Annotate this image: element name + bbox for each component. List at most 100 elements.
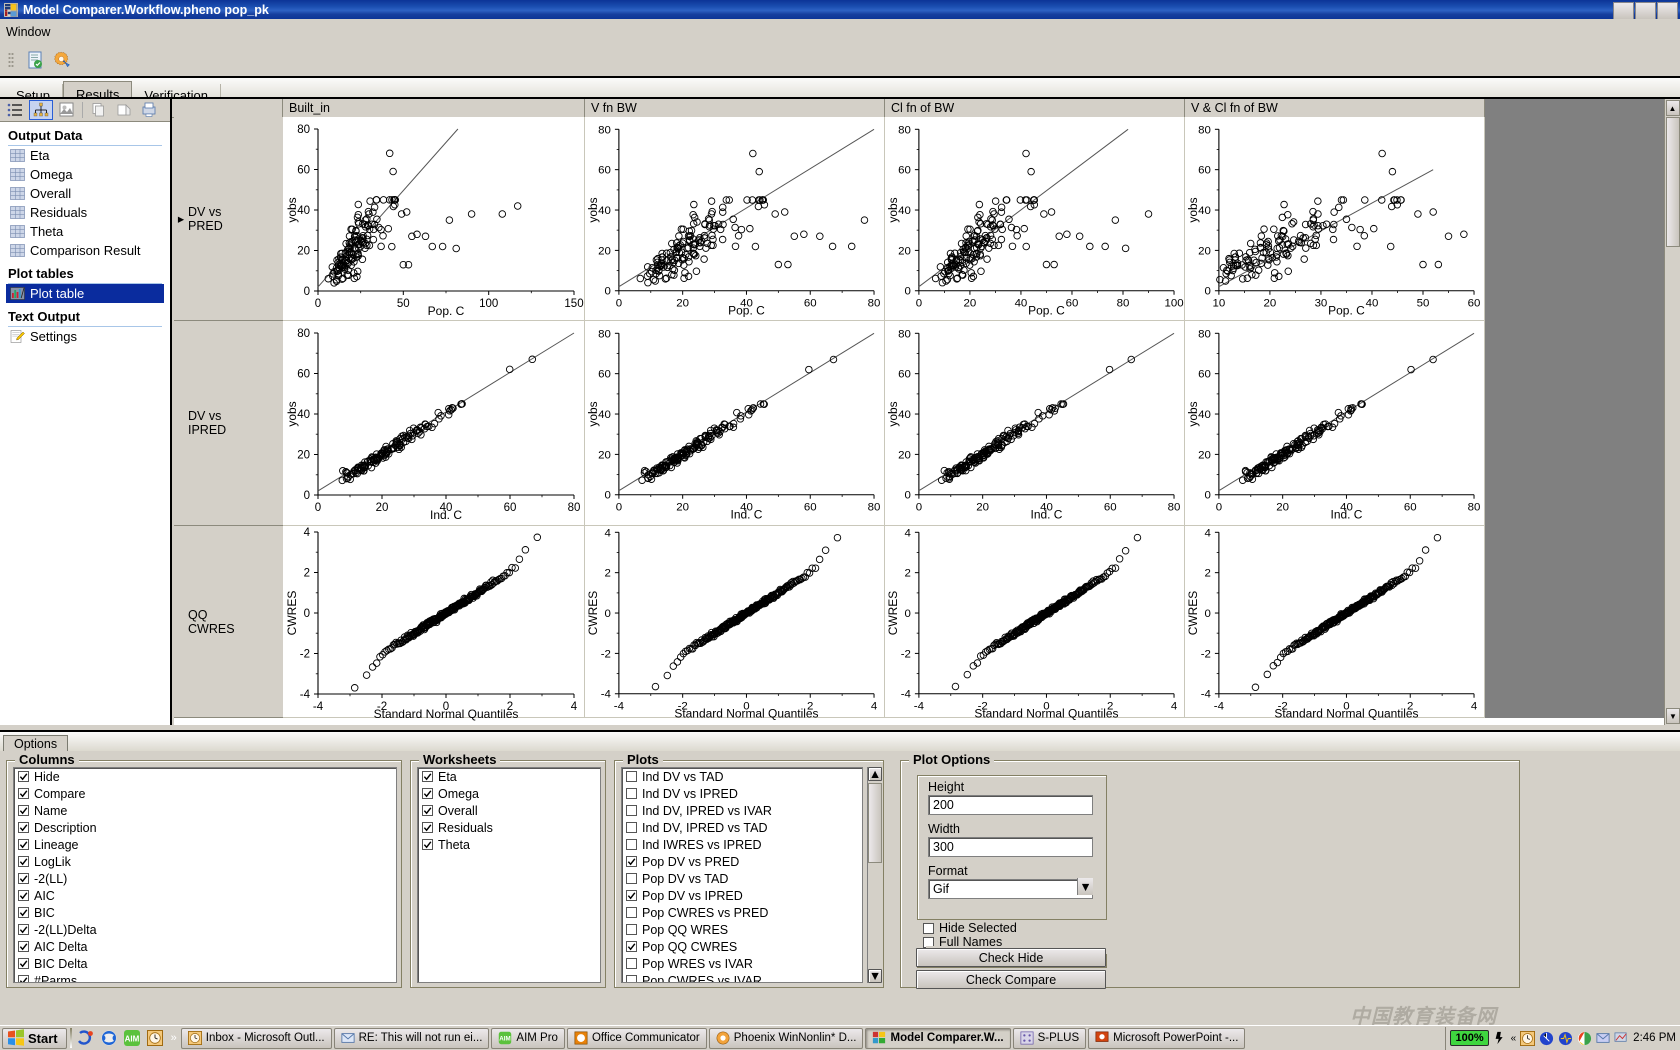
svg-text:-4: -4 xyxy=(1201,688,1212,700)
svg-text:0: 0 xyxy=(905,608,911,620)
svg-text:Ind. C: Ind. C xyxy=(1331,508,1363,522)
svg-text:20: 20 xyxy=(1198,245,1211,257)
svg-text:20: 20 xyxy=(297,450,310,462)
svg-text:20: 20 xyxy=(976,502,989,514)
svg-text:20: 20 xyxy=(1198,449,1211,461)
svg-text:80: 80 xyxy=(898,124,911,136)
svg-text:80: 80 xyxy=(1198,124,1211,136)
svg-text:0: 0 xyxy=(1205,608,1211,620)
svg-text:100: 100 xyxy=(479,298,498,310)
svg-text:CWRES: CWRES xyxy=(586,590,600,635)
svg-text:40: 40 xyxy=(1198,205,1211,217)
svg-text:CWRES: CWRES xyxy=(886,590,900,635)
svg-text:20: 20 xyxy=(598,449,611,461)
svg-text:60: 60 xyxy=(598,369,611,381)
svg-text:Standard Normal Quantiles: Standard Normal Quantiles xyxy=(674,706,818,720)
svg-text:40: 40 xyxy=(1015,297,1028,309)
svg-text:CWRES: CWRES xyxy=(1186,590,1200,635)
svg-text:80: 80 xyxy=(868,297,881,309)
svg-text:60: 60 xyxy=(598,164,611,176)
svg-text:Pop. C: Pop. C xyxy=(427,304,464,318)
svg-text:4: 4 xyxy=(570,701,577,713)
svg-text:60: 60 xyxy=(1104,502,1117,514)
svg-text:40: 40 xyxy=(598,409,611,421)
svg-text:60: 60 xyxy=(898,369,911,381)
svg-text:40: 40 xyxy=(297,409,310,421)
svg-text:yobs: yobs xyxy=(1186,197,1200,222)
svg-text:60: 60 xyxy=(1066,297,1079,309)
svg-text:0: 0 xyxy=(303,286,309,298)
svg-text:Ind. C: Ind. C xyxy=(731,508,763,522)
svg-text:0: 0 xyxy=(916,297,922,309)
svg-text:-4: -4 xyxy=(1214,700,1225,712)
svg-text:-2: -2 xyxy=(601,648,611,660)
svg-text:80: 80 xyxy=(598,124,611,136)
svg-text:-2: -2 xyxy=(1201,648,1211,660)
svg-text:60: 60 xyxy=(1198,369,1211,381)
svg-text:0: 0 xyxy=(605,285,611,297)
svg-text:yobs: yobs xyxy=(1186,401,1200,426)
svg-text:-4: -4 xyxy=(299,689,310,701)
svg-text:60: 60 xyxy=(1468,297,1481,309)
svg-text:0: 0 xyxy=(605,608,611,620)
svg-text:2: 2 xyxy=(905,567,911,579)
svg-text:50: 50 xyxy=(396,298,409,310)
svg-text:-2: -2 xyxy=(299,648,309,660)
svg-text:AIM: AIM xyxy=(125,1035,140,1044)
svg-text:40: 40 xyxy=(898,205,911,217)
svg-text:AIM: AIM xyxy=(500,1036,511,1043)
svg-text:60: 60 xyxy=(804,502,817,514)
svg-text:80: 80 xyxy=(567,502,580,514)
svg-text:Pop. C: Pop. C xyxy=(1028,303,1065,317)
svg-text:20: 20 xyxy=(676,297,689,309)
svg-text:4: 4 xyxy=(1205,527,1212,539)
svg-text:yobs: yobs xyxy=(886,197,900,222)
svg-text:Pop. C: Pop. C xyxy=(1328,303,1365,317)
svg-text:Standard Normal Quantiles: Standard Normal Quantiles xyxy=(1274,706,1418,720)
svg-text:40: 40 xyxy=(1366,297,1379,309)
svg-text:10: 10 xyxy=(1213,297,1226,309)
svg-text:CWRES: CWRES xyxy=(285,590,299,635)
svg-text:yobs: yobs xyxy=(586,197,600,222)
svg-text:80: 80 xyxy=(1117,297,1130,309)
svg-text:yobs: yobs xyxy=(285,401,299,426)
svg-text:60: 60 xyxy=(297,164,310,176)
svg-text:100: 100 xyxy=(1164,297,1183,309)
svg-text:0: 0 xyxy=(1205,285,1211,297)
svg-text:-4: -4 xyxy=(601,688,612,700)
svg-text:40: 40 xyxy=(1198,409,1211,421)
svg-text:Standard Normal Quantiles: Standard Normal Quantiles xyxy=(373,707,518,721)
svg-text:0: 0 xyxy=(303,608,309,620)
svg-text:0: 0 xyxy=(616,502,622,514)
svg-text:80: 80 xyxy=(1168,502,1181,514)
svg-text:Ind. C: Ind. C xyxy=(429,508,461,522)
svg-text:80: 80 xyxy=(598,328,611,340)
svg-text:20: 20 xyxy=(964,297,977,309)
svg-text:20: 20 xyxy=(375,502,388,514)
svg-text:60: 60 xyxy=(1198,164,1211,176)
svg-text:80: 80 xyxy=(898,328,911,340)
svg-text:20: 20 xyxy=(297,245,310,257)
svg-text:50: 50 xyxy=(1417,297,1430,309)
svg-text:0: 0 xyxy=(1205,490,1211,502)
svg-text:2: 2 xyxy=(605,567,611,579)
svg-text:60: 60 xyxy=(503,502,516,514)
svg-text:20: 20 xyxy=(1264,297,1277,309)
svg-text:0: 0 xyxy=(616,297,622,309)
svg-text:0: 0 xyxy=(303,490,309,502)
svg-text:20: 20 xyxy=(598,245,611,257)
svg-text:2: 2 xyxy=(303,567,309,579)
svg-text:80: 80 xyxy=(868,502,881,514)
svg-text:0: 0 xyxy=(905,285,911,297)
svg-text:0: 0 xyxy=(916,502,922,514)
svg-text:0: 0 xyxy=(1216,502,1222,514)
svg-text:4: 4 xyxy=(303,527,310,539)
svg-text:0: 0 xyxy=(314,298,320,310)
svg-text:yobs: yobs xyxy=(285,197,299,222)
svg-text:0: 0 xyxy=(314,502,320,514)
svg-text:Ind. C: Ind. C xyxy=(1031,508,1063,522)
svg-text:80: 80 xyxy=(297,124,310,136)
svg-text:4: 4 xyxy=(605,527,612,539)
svg-text:20: 20 xyxy=(1276,502,1289,514)
svg-text:-4: -4 xyxy=(614,700,625,712)
